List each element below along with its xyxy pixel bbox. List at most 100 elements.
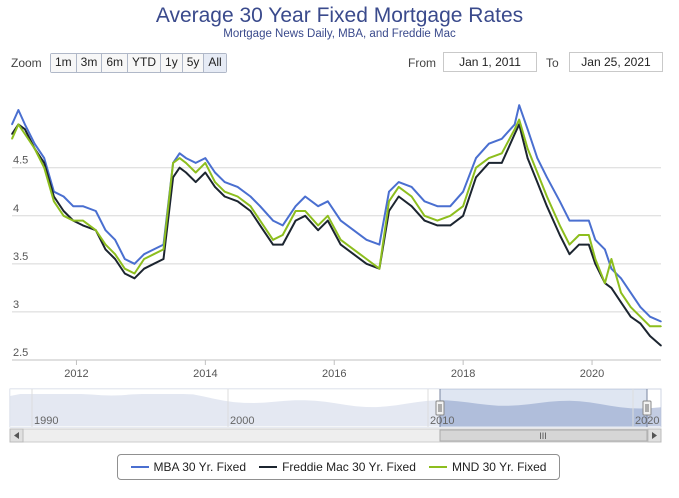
range-from-input[interactable]: Jan 1, 2011	[443, 52, 537, 72]
data-point	[249, 210, 252, 212]
series-line-mnd	[11, 118, 661, 328]
scrollbar-thumb[interactable]	[439, 429, 648, 442]
data-point	[568, 243, 571, 246]
data-point	[423, 215, 426, 217]
zoom-all-button[interactable]: All	[204, 54, 226, 72]
data-point	[62, 215, 65, 217]
data-point	[143, 258, 145, 260]
x-tick-label: 2018	[451, 368, 475, 380]
data-point	[536, 157, 539, 159]
y-tick-label: 4.5	[13, 155, 28, 167]
data-point	[649, 335, 651, 337]
data-point	[526, 147, 529, 150]
range-to-input[interactable]: Jan 25, 2021	[569, 52, 663, 72]
series-layer	[11, 104, 662, 347]
data-point	[594, 258, 597, 260]
zoom-6m-button[interactable]: 6m	[102, 54, 129, 72]
navigator-right-handle[interactable]	[642, 400, 652, 416]
data-point	[214, 186, 216, 188]
data-point	[578, 219, 580, 222]
navigator-tick-label: 2010	[430, 415, 454, 427]
data-point	[518, 118, 520, 121]
data-point	[114, 258, 116, 260]
data-point	[629, 291, 632, 294]
zoom-3m-button[interactable]: 3m	[76, 54, 103, 72]
y-tick-label: 4	[13, 203, 19, 215]
legend-label-freddie-mac: Freddie Mac 30 Yr. Fixed	[282, 460, 416, 474]
data-point	[629, 315, 632, 318]
data-point	[162, 258, 165, 260]
data-point	[610, 258, 613, 260]
data-point	[95, 210, 97, 212]
data-point	[436, 219, 439, 222]
data-point	[204, 157, 207, 159]
legend-item-mba[interactable]: MBA 30 Yr. Fixed	[130, 460, 246, 474]
data-point	[620, 291, 622, 294]
legend-swatch-mba	[130, 466, 149, 468]
series-line-mba	[11, 104, 662, 323]
data-point	[172, 176, 174, 179]
data-point	[11, 138, 13, 140]
data-point	[578, 234, 580, 236]
data-point	[281, 224, 284, 227]
legend-swatch-mnd	[428, 466, 447, 468]
data-point	[536, 171, 539, 174]
data-point	[475, 157, 477, 159]
data-point	[639, 315, 642, 318]
data-point	[423, 200, 426, 203]
x-tick-label: 2020	[580, 368, 604, 380]
zoom-5y-button[interactable]: 5y	[182, 54, 205, 72]
data-point	[488, 142, 490, 145]
scrollbar[interactable]: III	[9, 428, 662, 443]
data-point	[33, 142, 36, 145]
arrow-right-icon	[652, 432, 657, 439]
zoom-ytd-button[interactable]: YTD	[128, 54, 162, 72]
data-point	[513, 133, 516, 135]
series-line-freddie-mac	[11, 123, 662, 347]
data-point	[178, 157, 181, 159]
data-point	[568, 253, 571, 255]
data-point	[327, 200, 329, 203]
navigator-tick-label: 2020	[635, 415, 659, 427]
data-point	[259, 219, 261, 222]
data-point	[518, 104, 520, 106]
navigator-selected-range[interactable]	[440, 389, 647, 427]
data-point	[214, 181, 216, 183]
data-point	[410, 195, 413, 198]
data-point	[397, 195, 400, 198]
data-point	[462, 215, 464, 217]
y-axis: 2.5 3 3.5 4 4.5	[13, 155, 28, 359]
data-point	[317, 229, 319, 231]
data-point	[397, 181, 400, 183]
data-point	[272, 239, 274, 241]
data-point	[204, 162, 207, 164]
data-point	[488, 162, 490, 164]
data-point	[610, 287, 613, 289]
navigator-left-handle[interactable]	[435, 400, 445, 416]
data-point	[24, 128, 26, 130]
data-point	[272, 243, 274, 246]
data-point	[236, 195, 239, 198]
zoom-label: Zoom	[11, 56, 42, 70]
scrollbar-thumb-grip: III	[539, 431, 547, 441]
data-point	[546, 205, 548, 207]
chart-subtitle: Mortgage News Daily, MBA, and Freddie Ma…	[223, 28, 456, 40]
zoom-1m-button[interactable]: 1m	[51, 54, 77, 72]
legend-item-mnd[interactable]: MND 30 Yr. Fixed	[428, 460, 546, 474]
data-point	[513, 128, 516, 130]
data-point	[124, 267, 126, 270]
data-point	[501, 152, 503, 155]
navigator[interactable]: 1990 2000 2010 2020	[9, 388, 662, 428]
zoom-1y-button[interactable]: 1y	[161, 54, 183, 72]
navigator-tick-label: 1990	[34, 415, 58, 427]
data-point	[82, 205, 84, 207]
data-point	[17, 109, 20, 111]
data-point	[559, 224, 561, 227]
data-point	[620, 301, 622, 304]
data-point	[114, 253, 116, 255]
legend-item-freddie-mac[interactable]: Freddie Mac 30 Yr. Fixed	[259, 460, 416, 474]
data-point	[660, 320, 662, 323]
data-point	[95, 229, 97, 231]
data-point	[660, 344, 662, 347]
data-point	[82, 224, 84, 227]
